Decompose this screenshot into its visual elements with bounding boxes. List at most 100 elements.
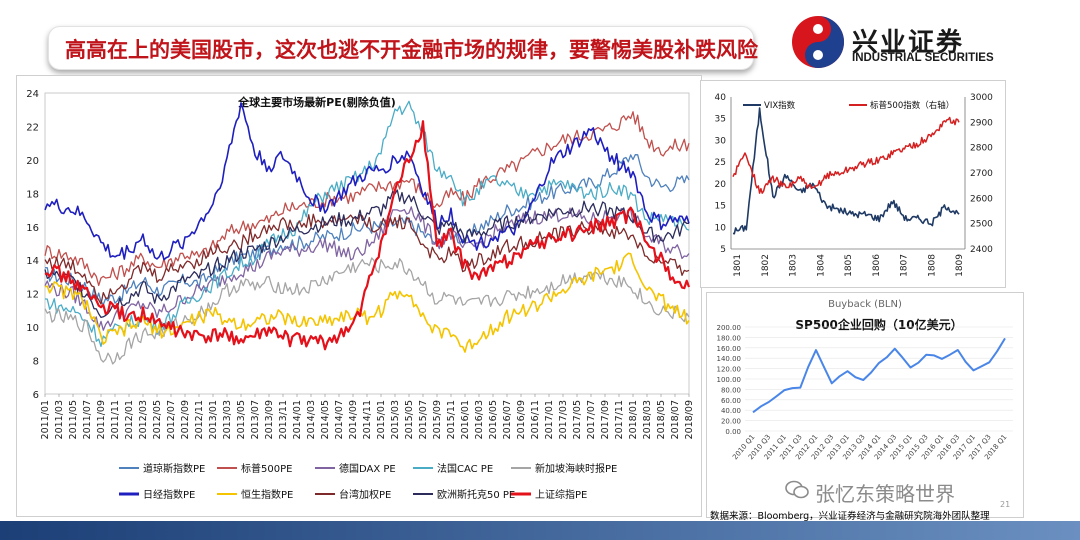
title-banner: 高高在上的美国股市，这次也逃不开金融市场的规律，要警惕美股补跌风险: [48, 26, 758, 70]
x-tick-label: 2012/03: [138, 400, 149, 439]
x-tick-label: 2011/11: [110, 400, 121, 439]
wechat-icon: [785, 480, 809, 499]
left-tick-label: 25: [715, 158, 726, 168]
y-tick-label: 180.00: [717, 334, 742, 342]
series-line-4: [44, 257, 690, 365]
x-tick-label: 2015/05: [404, 400, 415, 439]
buyback-chart-panel: Buyback (BLN) SP500企业回购（10亿美元） 0.00 20.00 40…: [706, 292, 1024, 518]
x-tick-label: 1806: [872, 254, 882, 277]
buyback-chart: Buyback (BLN) SP500企业回购（10亿美元） 0.00 20.00 40…: [717, 299, 1013, 461]
legend-label: 标普500指数（右轴）: [870, 100, 954, 111]
left-tick-label: 15: [715, 202, 726, 212]
x-tick-label: 2013/05: [236, 400, 247, 439]
logo-chinese-text: 兴业证券: [852, 28, 965, 58]
series-line-5: [44, 102, 690, 261]
x-tick-label: 2012/11: [194, 400, 205, 439]
x-tick-label: 1809: [955, 254, 965, 277]
y-tick-label: 160.00: [717, 345, 742, 353]
x-tick-label: 2018/09: [684, 400, 695, 439]
series-line-9: [44, 120, 691, 351]
x-tick-label: 2016/09: [516, 400, 527, 439]
logo-emblem-icon: [792, 16, 844, 68]
x-tick-label: 1804: [816, 254, 826, 277]
x-tick-label: 2017/09: [600, 400, 611, 439]
data-source-note: 数据来源：Bloomberg，兴业证券经济与金融研究院海外团队整理: [710, 511, 990, 522]
watermark-text: 张忆东策略世界: [815, 482, 955, 506]
y-tick-label: 22: [26, 122, 39, 133]
plot-area: [44, 92, 690, 395]
y-tick-label: 6: [33, 390, 39, 401]
y-tick-label: 12: [26, 290, 39, 301]
y-tick-label: 60.00: [721, 397, 741, 405]
x-tick-label: 2016/03: [474, 400, 485, 439]
y-tick-label: 100.00: [717, 376, 742, 384]
x-tick-label: 2016/05: [488, 400, 499, 439]
y-tick-label: 40.00: [721, 407, 741, 415]
legend-label: VIX指数: [764, 100, 796, 111]
x-tick-label: 2014/09: [348, 400, 359, 439]
legend-label: 日经指数PE: [143, 488, 195, 501]
left-tick-label: 40: [715, 93, 727, 103]
y-tick-label: 0.00: [725, 428, 741, 436]
x-tick-label: 2012/05: [152, 400, 163, 439]
x-tick-label: 2014/05: [320, 400, 331, 439]
x-tick-label: 1807: [900, 254, 910, 277]
x-tick-label: 2018/01: [628, 400, 639, 439]
page-title: 高高在上的美国股市，这次也逃不开金融市场的规律，要警惕美股补跌风险: [65, 38, 758, 62]
x-tick-label: 1802: [761, 254, 771, 277]
legend-label: 上证综指PE: [535, 488, 587, 501]
legend-label: 标普500PE: [241, 462, 292, 475]
x-tick-label: 2016/01: [460, 400, 471, 439]
series-line-7: [44, 213, 690, 305]
left-tick-label: 30: [715, 136, 727, 146]
x-tick-label: 2012/01: [124, 400, 135, 439]
vix-chart-panel: 5 10 15 20 25 30 35 40 2400 2500 2600 2700 2800 2900 3…: [700, 80, 1006, 288]
x-tick-label: 2014/07: [334, 400, 345, 439]
buyback-line: [752, 337, 1006, 414]
x-tick-label: 2013/01: [208, 400, 219, 439]
x-tick-label: 2014/11: [362, 400, 373, 439]
x-tick-label: 2015/01: [376, 400, 387, 439]
series-line-1: [44, 111, 690, 287]
x-tick-label: 2018/05: [656, 400, 667, 439]
x-tick-label: 2017/03: [558, 400, 569, 439]
x-tick-label: 2014/03: [306, 400, 317, 439]
series-line-0: [732, 107, 960, 235]
y-tick-label: 16: [26, 223, 39, 234]
legend-label: 法国CAC PE: [437, 462, 493, 475]
y-tick-label: 18: [26, 189, 39, 200]
x-tick-label: 1801: [733, 254, 743, 277]
y-tick-label: 80.00: [721, 386, 741, 394]
right-tick-label: 2800: [970, 144, 993, 154]
y-tick-label: 24: [26, 89, 39, 100]
x-tick-label: 2016/11: [530, 400, 541, 439]
x-tick-label: 2017/01: [544, 400, 555, 439]
right-tick-label: 2400: [970, 245, 993, 255]
legend-label: 台湾加权PE: [339, 488, 391, 501]
legend-label: 道琼斯指数PE: [143, 462, 205, 475]
right-tick-label: 2700: [970, 169, 993, 179]
x-tick-label: 2011/07: [82, 400, 93, 439]
x-tick-label: 2015/11: [446, 400, 457, 439]
chart-subtitle: Buyback (BLN): [828, 299, 902, 310]
x-tick-label: 2015/09: [432, 400, 443, 439]
legend-label: 新加坡海峡时报PE: [535, 462, 617, 475]
right-tick-label: 2500: [970, 220, 993, 230]
x-tick-label: 2011/05: [68, 400, 79, 439]
x-tick-label: 2011/03: [54, 400, 65, 439]
watermark: 张忆东策略世界: [785, 478, 955, 507]
series-line-1: [732, 116, 960, 194]
chart-title: SP500企业回购（10亿美元）: [795, 317, 962, 332]
legend-label: 欧洲斯托克50 PE: [437, 488, 515, 501]
footer-bar: [0, 521, 1080, 540]
left-tick-label: 10: [715, 223, 727, 233]
x-tick-label: 2018/07: [670, 400, 681, 439]
left-tick-label: 35: [715, 115, 726, 125]
x-tick-label: 2017/11: [614, 400, 625, 439]
y-tick-label: 200.00: [717, 324, 742, 332]
y-tick-label: 14: [26, 256, 39, 267]
series-line-2: [44, 206, 690, 331]
legend-label: 德国DAX PE: [339, 462, 396, 475]
x-tick-label: 2018/03: [642, 400, 653, 439]
